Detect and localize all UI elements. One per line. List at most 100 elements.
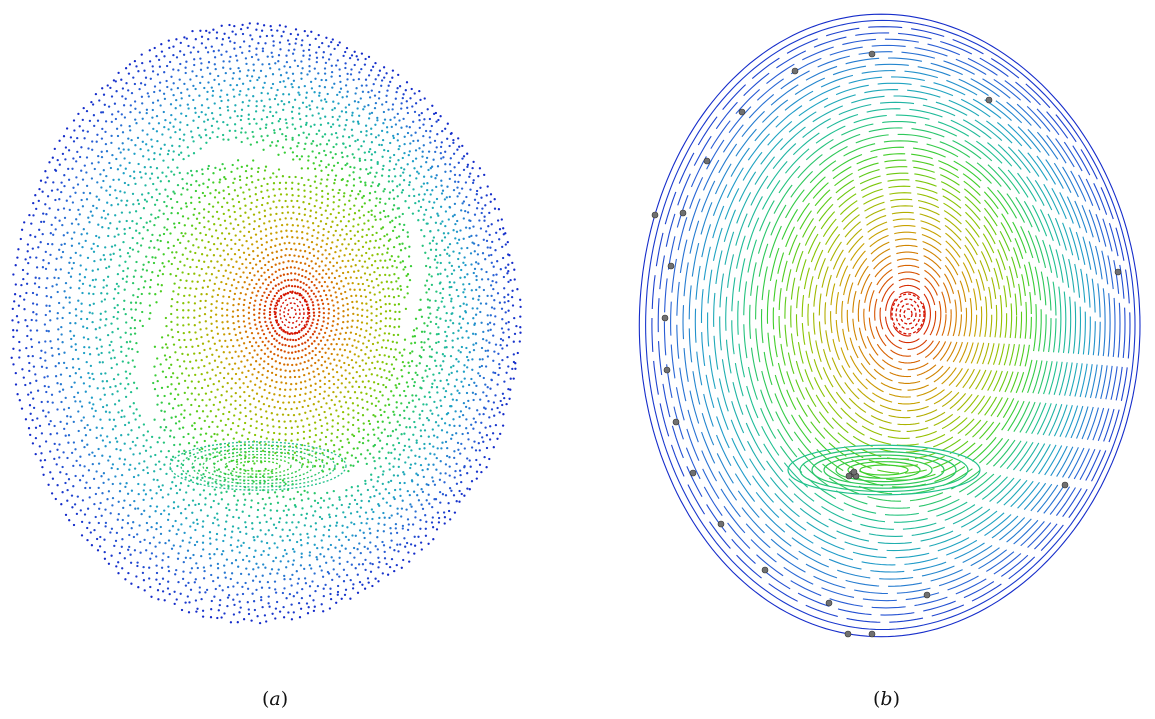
poincare-point [253,433,257,437]
poincare-point [143,83,147,86]
poincare-point [256,78,259,82]
poincare-point [130,429,133,432]
poincare-point [91,312,94,315]
poincare-point [304,290,307,293]
poincare-point [248,99,251,102]
poincare-point [290,83,293,86]
poincare-point [179,104,182,107]
poincare-point [161,346,164,349]
poincare-point [29,329,32,332]
poincare-point [179,62,182,66]
poincare-point [223,571,226,574]
poincare-point [288,65,292,69]
poincare-point [248,271,252,275]
poincare-point [185,345,188,349]
poincare-point [341,243,344,246]
poincare-point [127,183,130,187]
poincare-point [125,354,128,358]
poincare-point [52,233,55,236]
poincare-point [417,209,420,212]
poincare-point [329,151,332,154]
poincare-point [351,114,354,117]
poincare-point [370,141,374,144]
poincare-point [214,374,217,377]
poincare-point [265,296,269,299]
poincare-point [274,373,278,377]
poincare-point [374,175,377,178]
poincare-point [395,401,398,404]
poincare-point [198,448,201,452]
poincare-point [316,558,319,561]
poincare-point [235,54,238,57]
poincare-point [212,50,215,53]
poincare-point [311,267,314,270]
poincare-point [97,447,100,451]
poincare-point [252,600,256,603]
poincare-point [88,284,92,287]
poincare-point [304,262,307,265]
poincare-point [262,332,266,336]
poincare-point [391,229,395,233]
poincare-point [271,273,274,276]
poincare-point [437,229,440,232]
poincare-point [192,553,195,557]
poincare-point [210,322,213,325]
poincare-point [172,501,176,504]
poincare-point [297,521,300,524]
poincare-point [116,203,120,206]
poincare-point [389,434,392,437]
poincare-point [383,295,387,298]
poincare-point [323,390,326,393]
poincare-point [322,311,326,315]
poincare-point [365,302,368,305]
poincare-point [367,104,370,107]
poincare-point [406,131,410,135]
poincare-point [346,78,349,81]
poincare-point [343,361,346,365]
poincare-point [159,532,163,536]
poincare-point [44,267,48,271]
poincare-point [195,74,198,78]
poincare-point [34,276,37,279]
poincare-point [433,258,437,261]
poincare-point [485,239,489,243]
poincare-point [268,62,271,66]
poincare-point [193,444,196,448]
poincare-point [431,239,435,242]
poincare-point [472,271,475,275]
poincare-point [240,165,243,169]
poincare-point [278,128,282,131]
poincare-point [318,332,321,335]
poincare-point [135,408,138,411]
poincare-point [452,364,455,368]
poincare-point [40,365,44,368]
poincare-point [297,194,300,198]
poincare-point [488,416,491,419]
poincare-point [275,332,279,335]
poincare-point [194,359,198,362]
poincare-point [308,58,311,61]
poincare-point [96,119,100,122]
poincare-point [401,188,405,192]
poincare-point [81,499,85,502]
poincare-point [118,457,121,460]
poincare-point [183,294,186,298]
poincare-point [159,239,162,243]
poincare-point [174,130,177,134]
poincare-point [344,66,347,70]
poincare-point [252,250,255,253]
poincare-point [408,181,411,184]
poincare-point [249,403,252,406]
poincare-point [151,70,155,73]
poincare-point [264,383,267,386]
poincare-point [221,133,225,137]
poincare-point [200,267,203,271]
poincare-point [383,354,386,357]
poincare-point [453,476,456,479]
poincare-point [180,403,183,407]
poincare-point [99,418,102,421]
poincare-point [440,192,444,195]
poincare-point [167,260,170,263]
poincare-point [245,532,248,535]
poincare-point [482,330,485,334]
